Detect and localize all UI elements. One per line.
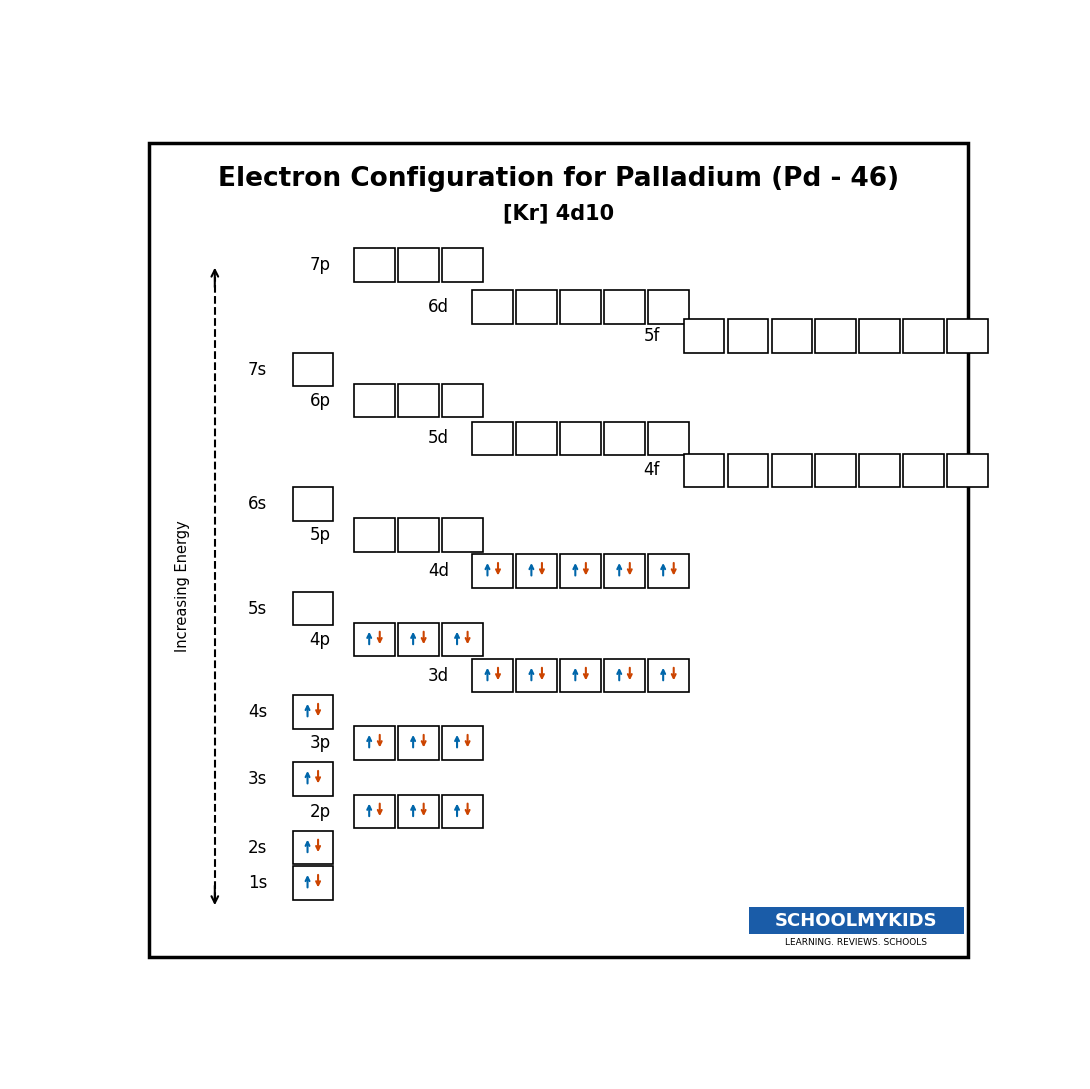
Bar: [443, 623, 483, 657]
Text: 3d: 3d: [427, 666, 449, 685]
Bar: [292, 353, 334, 387]
Bar: [443, 795, 483, 829]
Bar: [472, 554, 513, 588]
Bar: [904, 319, 944, 353]
Bar: [398, 248, 438, 282]
Bar: [517, 290, 557, 323]
Text: 6d: 6d: [427, 297, 449, 316]
Text: 4p: 4p: [310, 631, 330, 649]
Bar: [649, 659, 689, 693]
Bar: [398, 518, 438, 552]
Bar: [947, 319, 988, 353]
Bar: [354, 623, 395, 657]
Bar: [517, 554, 557, 588]
Bar: [354, 384, 395, 417]
Bar: [815, 453, 856, 487]
Bar: [604, 421, 645, 455]
Bar: [472, 421, 513, 455]
Text: 4d: 4d: [427, 562, 449, 580]
Text: 7p: 7p: [310, 256, 330, 273]
Text: 5p: 5p: [310, 526, 330, 543]
Text: 5d: 5d: [427, 429, 449, 448]
Text: 2p: 2p: [310, 803, 330, 821]
Text: 3s: 3s: [247, 770, 267, 787]
Bar: [292, 831, 334, 865]
Text: [Kr] 4d10: [Kr] 4d10: [504, 203, 614, 223]
Bar: [604, 659, 645, 693]
Bar: [560, 659, 601, 693]
Text: Electron Configuration for Palladium (Pd - 46): Electron Configuration for Palladium (Pd…: [218, 167, 899, 193]
Text: 4s: 4s: [247, 702, 267, 721]
Bar: [683, 319, 724, 353]
Bar: [728, 319, 768, 353]
Text: 4f: 4f: [643, 462, 661, 479]
Bar: [859, 319, 900, 353]
Text: LEARNING. REVIEWS. SCHOOLS: LEARNING. REVIEWS. SCHOOLS: [786, 938, 928, 946]
Bar: [649, 290, 689, 323]
Bar: [560, 421, 601, 455]
Bar: [517, 659, 557, 693]
Bar: [517, 421, 557, 455]
Bar: [398, 623, 438, 657]
Bar: [604, 290, 645, 323]
Bar: [443, 726, 483, 760]
Bar: [443, 384, 483, 417]
Text: 6s: 6s: [247, 494, 267, 513]
Text: 7s: 7s: [247, 360, 267, 379]
Bar: [560, 554, 601, 588]
Bar: [354, 248, 395, 282]
Bar: [292, 762, 334, 796]
Text: 5s: 5s: [247, 600, 267, 617]
Bar: [292, 592, 334, 625]
Text: 6p: 6p: [310, 392, 330, 409]
Bar: [772, 453, 812, 487]
Bar: [354, 726, 395, 760]
Bar: [443, 518, 483, 552]
Bar: [683, 453, 724, 487]
Bar: [604, 554, 645, 588]
Bar: [398, 384, 438, 417]
Bar: [649, 421, 689, 455]
Bar: [649, 554, 689, 588]
Text: 2s: 2s: [247, 839, 267, 857]
Text: 1s: 1s: [247, 873, 267, 892]
Text: Increasing Energy: Increasing Energy: [175, 521, 191, 652]
Bar: [292, 487, 334, 521]
Bar: [472, 290, 513, 323]
Bar: [398, 795, 438, 829]
Bar: [749, 907, 965, 934]
Bar: [398, 726, 438, 760]
Bar: [443, 248, 483, 282]
Bar: [354, 518, 395, 552]
Bar: [859, 453, 900, 487]
Bar: [947, 453, 988, 487]
Bar: [560, 290, 601, 323]
Bar: [472, 659, 513, 693]
Bar: [292, 866, 334, 900]
Text: SCHOOLMYKIDS: SCHOOLMYKIDS: [775, 911, 937, 930]
Text: 5f: 5f: [643, 327, 661, 345]
Bar: [354, 795, 395, 829]
Bar: [815, 319, 856, 353]
Text: 3p: 3p: [310, 734, 330, 751]
Bar: [728, 453, 768, 487]
Bar: [904, 453, 944, 487]
Bar: [292, 695, 334, 729]
Bar: [772, 319, 812, 353]
